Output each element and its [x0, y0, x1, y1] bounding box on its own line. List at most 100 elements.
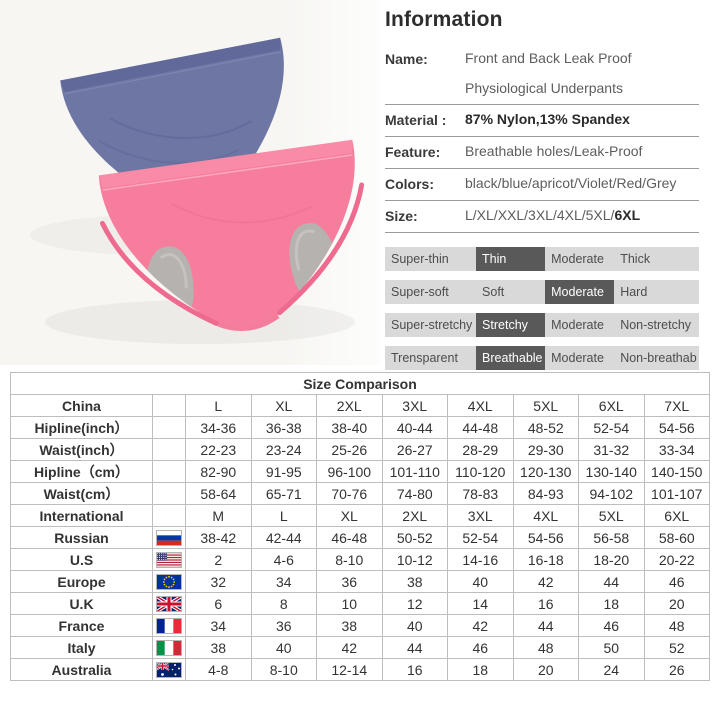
- attribute-option: Thick: [620, 252, 651, 266]
- size-value-cell: 31-32: [578, 438, 645, 461]
- size-value-cell: 16-18: [512, 548, 579, 571]
- attribute-option: Moderate: [551, 252, 604, 266]
- info-label: Feature:: [385, 144, 441, 160]
- size-value-cell: 34: [185, 614, 252, 637]
- flag-icon-ru: [156, 529, 182, 546]
- size-value-cell: 78-83: [447, 482, 514, 505]
- region-label: Hipline（cm）: [10, 460, 153, 483]
- size-value-cell: 20-22: [643, 548, 710, 571]
- size-value-cell: 29-30: [512, 438, 579, 461]
- size-value-cell: 48: [643, 614, 710, 637]
- size-value-cell: 42: [447, 614, 514, 637]
- size-value-cell: 23-24: [250, 438, 317, 461]
- size-table-row: International M L XL 2XL 3XL 4XL 5XL 6XL: [10, 504, 710, 527]
- flag-icon-uk: [156, 595, 182, 612]
- size-value-cell: 20: [643, 592, 710, 615]
- region-label: China: [10, 394, 153, 417]
- attribute-bar: Super-thin Thin Moderate Thick: [385, 247, 699, 271]
- size-table-row: Waist(inch） 22-23 23-24 25-26 26-27 28-29 29-3…: [10, 438, 710, 461]
- information-panel: Information Name: Front and Back Leak Pro…: [385, 8, 699, 379]
- size-value-cell: 5XL: [512, 394, 579, 417]
- info-row: Feature: Breathable holes/Leak-Proof: [385, 137, 699, 169]
- size-value-cell: 24: [578, 658, 645, 681]
- size-value-cell: 40-44: [381, 416, 448, 439]
- size-value-cell: 54-56: [643, 416, 710, 439]
- info-value: L/XL/XXL/3XL/4XL/5XL/6XL: [465, 207, 641, 223]
- information-title: Information: [385, 8, 503, 31]
- size-value-cell: 36: [316, 570, 383, 593]
- region-label: Italy: [10, 636, 153, 659]
- size-value-cell: 40: [381, 614, 448, 637]
- size-value-cell: 6XL: [578, 394, 645, 417]
- size-value-cell: 34: [250, 570, 317, 593]
- size-value-cell: 46: [447, 636, 514, 659]
- size-table-title-row: Size Comparison: [10, 372, 710, 395]
- size-value-cell: 28-29: [447, 438, 514, 461]
- size-value-cell: 8-10: [250, 658, 317, 681]
- size-value-cell: 48-52: [512, 416, 579, 439]
- size-value-cell: 36: [250, 614, 317, 637]
- size-value-cell: 38-40: [316, 416, 383, 439]
- size-value-cell: 6: [185, 592, 252, 615]
- size-value-cell: 42: [316, 636, 383, 659]
- size-value-cell: 44: [381, 636, 448, 659]
- size-value-cell: 12: [381, 592, 448, 615]
- size-value-cell: M: [185, 504, 252, 527]
- size-value-cell: 18: [447, 658, 514, 681]
- attribute-option: Stretchy: [476, 313, 546, 337]
- region-label: U.S: [10, 548, 153, 571]
- size-value-cell: 3XL: [447, 504, 514, 527]
- size-value-cell: 58-64: [185, 482, 252, 505]
- info-row: Material : 87% Nylon,13% Spandex: [385, 105, 699, 137]
- size-value-cell: 8: [250, 592, 317, 615]
- product-photo: [0, 0, 380, 365]
- attribute-bar: Super-soft Soft Moderate Hard: [385, 280, 699, 304]
- size-value-cell: 42-44: [250, 526, 317, 549]
- attribute-option: Non-stretchy: [620, 318, 692, 332]
- attribute-option: Thin: [476, 247, 546, 271]
- flag-cell-empty: [152, 482, 186, 505]
- size-table-row: Waist(cm） 58-64 65-71 70-76 74-80 78-83 84-93 9…: [10, 482, 710, 505]
- flag-icon-it: [156, 639, 182, 656]
- size-value-cell: 38: [316, 614, 383, 637]
- size-value-cell: 32: [185, 570, 252, 593]
- size-table-row: U.S 2 4-6 8-10 10-12 14-16 16-18 18-20 20-22: [10, 548, 710, 571]
- attribute-option: Moderate: [551, 351, 604, 365]
- size-value-cell: 4-6: [250, 548, 317, 571]
- region-label: Waist(cm）: [10, 482, 153, 505]
- size-value-cell: 34-36: [185, 416, 252, 439]
- flag-icon-au: [156, 661, 182, 678]
- attribute-bar: Trensparent Breathable Moderate Non-breatha…: [385, 346, 699, 370]
- size-value-cell: 14: [447, 592, 514, 615]
- flag-cell-ru: [152, 526, 186, 549]
- size-value-cell: 46-48: [316, 526, 383, 549]
- size-table-row: U.K 6 8 10 12 14 16 18 20: [10, 592, 710, 615]
- size-value-cell: XL: [316, 504, 383, 527]
- size-value-cell: 2: [185, 548, 252, 571]
- size-value-cell: 130-140: [578, 460, 645, 483]
- size-value-cell: 42: [512, 570, 579, 593]
- info-value: Breathable holes/Leak-Proof: [465, 143, 643, 159]
- size-value-cell: 110-120: [447, 460, 514, 483]
- size-value-cell: 20: [512, 658, 579, 681]
- size-value-cell: 10: [316, 592, 383, 615]
- region-label: Australia: [10, 658, 153, 681]
- info-value: 87% Nylon,13% Spandex: [465, 111, 630, 127]
- size-value-cell: 38: [185, 636, 252, 659]
- flag-cell-eu: [152, 570, 186, 593]
- flag-cell-empty: [152, 416, 186, 439]
- flag-cell-empty: [152, 504, 186, 527]
- size-value-cell: 50: [578, 636, 645, 659]
- flag-cell-it: [152, 636, 186, 659]
- size-value-cell: 4XL: [512, 504, 579, 527]
- size-value-cell: 52: [643, 636, 710, 659]
- size-comparison-table: Size Comparison China L XL 2XL 3XL 4XL 5XL 6XL 7X…: [10, 372, 710, 681]
- size-value-cell: L: [185, 394, 252, 417]
- size-value-cell: 38: [381, 570, 448, 593]
- info-row: Name: Front and Back Leak Proof Physiologi…: [385, 44, 699, 105]
- size-value-cell: 25-26: [316, 438, 383, 461]
- size-value-cell: 18-20: [578, 548, 645, 571]
- size-value-cell: 26: [643, 658, 710, 681]
- size-value-cell: 4XL: [447, 394, 514, 417]
